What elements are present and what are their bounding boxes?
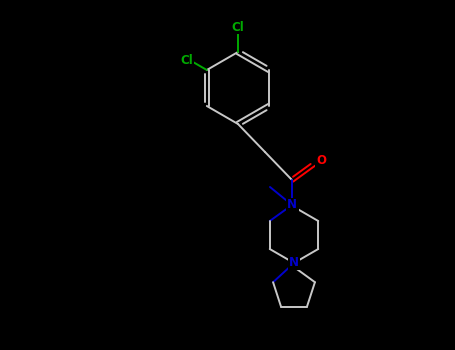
Text: N: N xyxy=(288,199,298,212)
Text: Cl: Cl xyxy=(232,21,244,34)
Text: N: N xyxy=(289,257,299,270)
Text: N: N xyxy=(289,257,299,270)
Text: N: N xyxy=(287,198,297,211)
Text: O: O xyxy=(316,154,326,168)
Text: Cl: Cl xyxy=(180,54,193,66)
